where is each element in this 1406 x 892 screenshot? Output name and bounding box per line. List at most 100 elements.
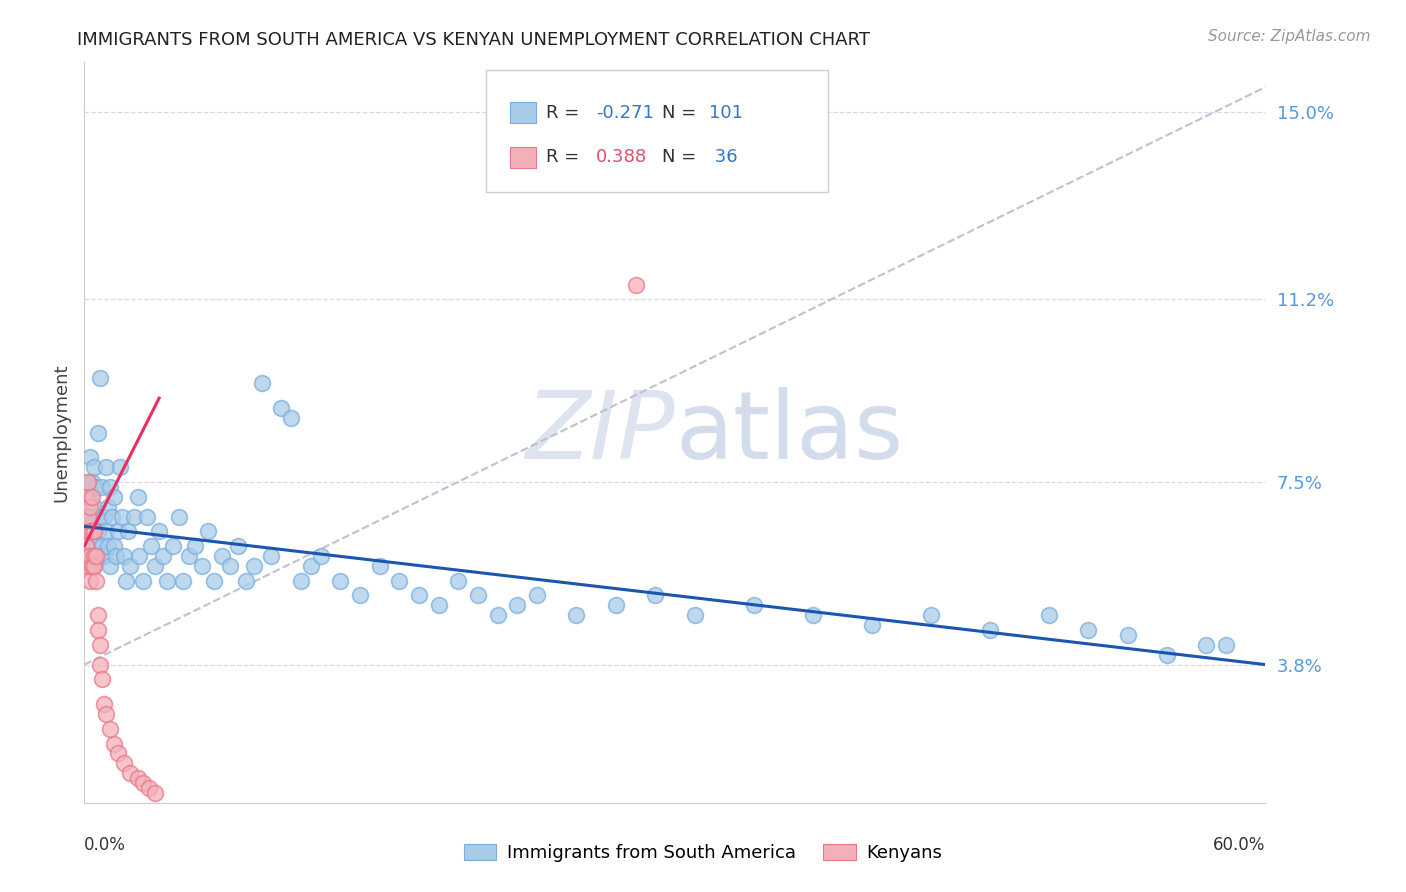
Point: [82, 490, 104, 504]
Point: [77, 558, 100, 573]
Point: [79, 500, 101, 514]
Point: [127, 490, 149, 504]
Point: [87, 425, 110, 440]
Point: [605, 599, 627, 613]
Point: [309, 549, 332, 563]
Point: [87, 608, 110, 623]
Point: [91, 539, 114, 553]
Point: [98, 480, 121, 494]
FancyBboxPatch shape: [486, 70, 828, 192]
Point: [467, 589, 489, 603]
Point: [388, 574, 411, 588]
Point: [84, 549, 107, 563]
Point: [118, 558, 141, 573]
Point: [77, 549, 100, 563]
Y-axis label: Unemployment: Unemployment: [52, 363, 70, 502]
Point: [162, 539, 184, 553]
Point: [93, 549, 115, 563]
FancyBboxPatch shape: [509, 147, 536, 168]
Text: 60.0%: 60.0%: [1213, 836, 1265, 855]
Point: [82, 549, 104, 563]
Point: [122, 509, 145, 524]
Point: [112, 549, 135, 563]
Point: [486, 608, 509, 623]
Point: [107, 524, 129, 539]
Point: [83, 460, 105, 475]
Text: IMMIGRANTS FROM SOUTH AMERICA VS KENYAN UNEMPLOYMENT CORRELATION CHART: IMMIGRANTS FROM SOUTH AMERICA VS KENYAN …: [77, 31, 870, 49]
Point: [89, 657, 111, 672]
Point: [107, 747, 129, 761]
Point: [368, 558, 391, 573]
Text: ZIP: ZIP: [526, 387, 675, 478]
Text: 101: 101: [709, 103, 744, 122]
Point: [250, 376, 273, 391]
Point: [87, 549, 110, 563]
Text: R =: R =: [546, 148, 585, 166]
Point: [84, 539, 107, 553]
Point: [979, 623, 1001, 637]
Point: [89, 509, 111, 524]
Point: [98, 558, 121, 573]
Point: [75, 509, 97, 524]
Point: [156, 574, 179, 588]
Point: [1215, 638, 1237, 652]
Text: atlas: atlas: [675, 386, 903, 479]
Point: [349, 589, 371, 603]
Point: [79, 574, 101, 588]
Point: [77, 475, 100, 489]
Point: [742, 599, 765, 613]
Point: [506, 599, 529, 613]
Point: [644, 589, 666, 603]
Point: [79, 524, 101, 539]
Point: [127, 771, 149, 785]
Point: [114, 574, 136, 588]
Point: [172, 574, 194, 588]
Point: [75, 490, 97, 504]
Text: 0.0%: 0.0%: [84, 836, 127, 855]
Point: [191, 558, 214, 573]
Point: [91, 480, 114, 494]
Text: 0.388: 0.388: [596, 148, 647, 166]
Point: [75, 524, 97, 539]
Point: [219, 558, 242, 573]
Point: [79, 490, 101, 504]
Point: [1116, 628, 1139, 642]
Point: [77, 539, 100, 553]
Point: [82, 558, 104, 573]
Point: [84, 509, 107, 524]
Point: [427, 599, 450, 613]
Point: [97, 539, 120, 553]
Point: [1195, 638, 1218, 652]
Point: [83, 558, 105, 573]
Point: [141, 539, 163, 553]
Point: [226, 539, 249, 553]
Text: N =: N =: [662, 103, 702, 122]
Text: N =: N =: [662, 148, 702, 166]
Point: [860, 618, 883, 632]
Point: [93, 697, 115, 711]
Point: [84, 574, 107, 588]
Point: [91, 673, 114, 687]
Point: [132, 776, 155, 790]
Point: [82, 509, 104, 524]
Point: [408, 589, 430, 603]
Point: [89, 371, 111, 385]
Point: [75, 490, 97, 504]
Point: [87, 524, 110, 539]
Point: [103, 737, 125, 751]
Point: [82, 475, 104, 489]
Point: [197, 524, 219, 539]
Point: [242, 558, 264, 573]
Point: [118, 766, 141, 780]
Point: [920, 608, 942, 623]
Text: 36: 36: [709, 148, 738, 166]
Point: [79, 524, 101, 539]
Point: [128, 549, 150, 563]
Point: [565, 608, 588, 623]
Text: Source: ZipAtlas.com: Source: ZipAtlas.com: [1208, 29, 1371, 44]
Point: [82, 524, 104, 539]
Point: [1156, 648, 1178, 662]
Text: -0.271: -0.271: [596, 103, 654, 122]
Point: [299, 558, 322, 573]
Point: [79, 549, 101, 563]
